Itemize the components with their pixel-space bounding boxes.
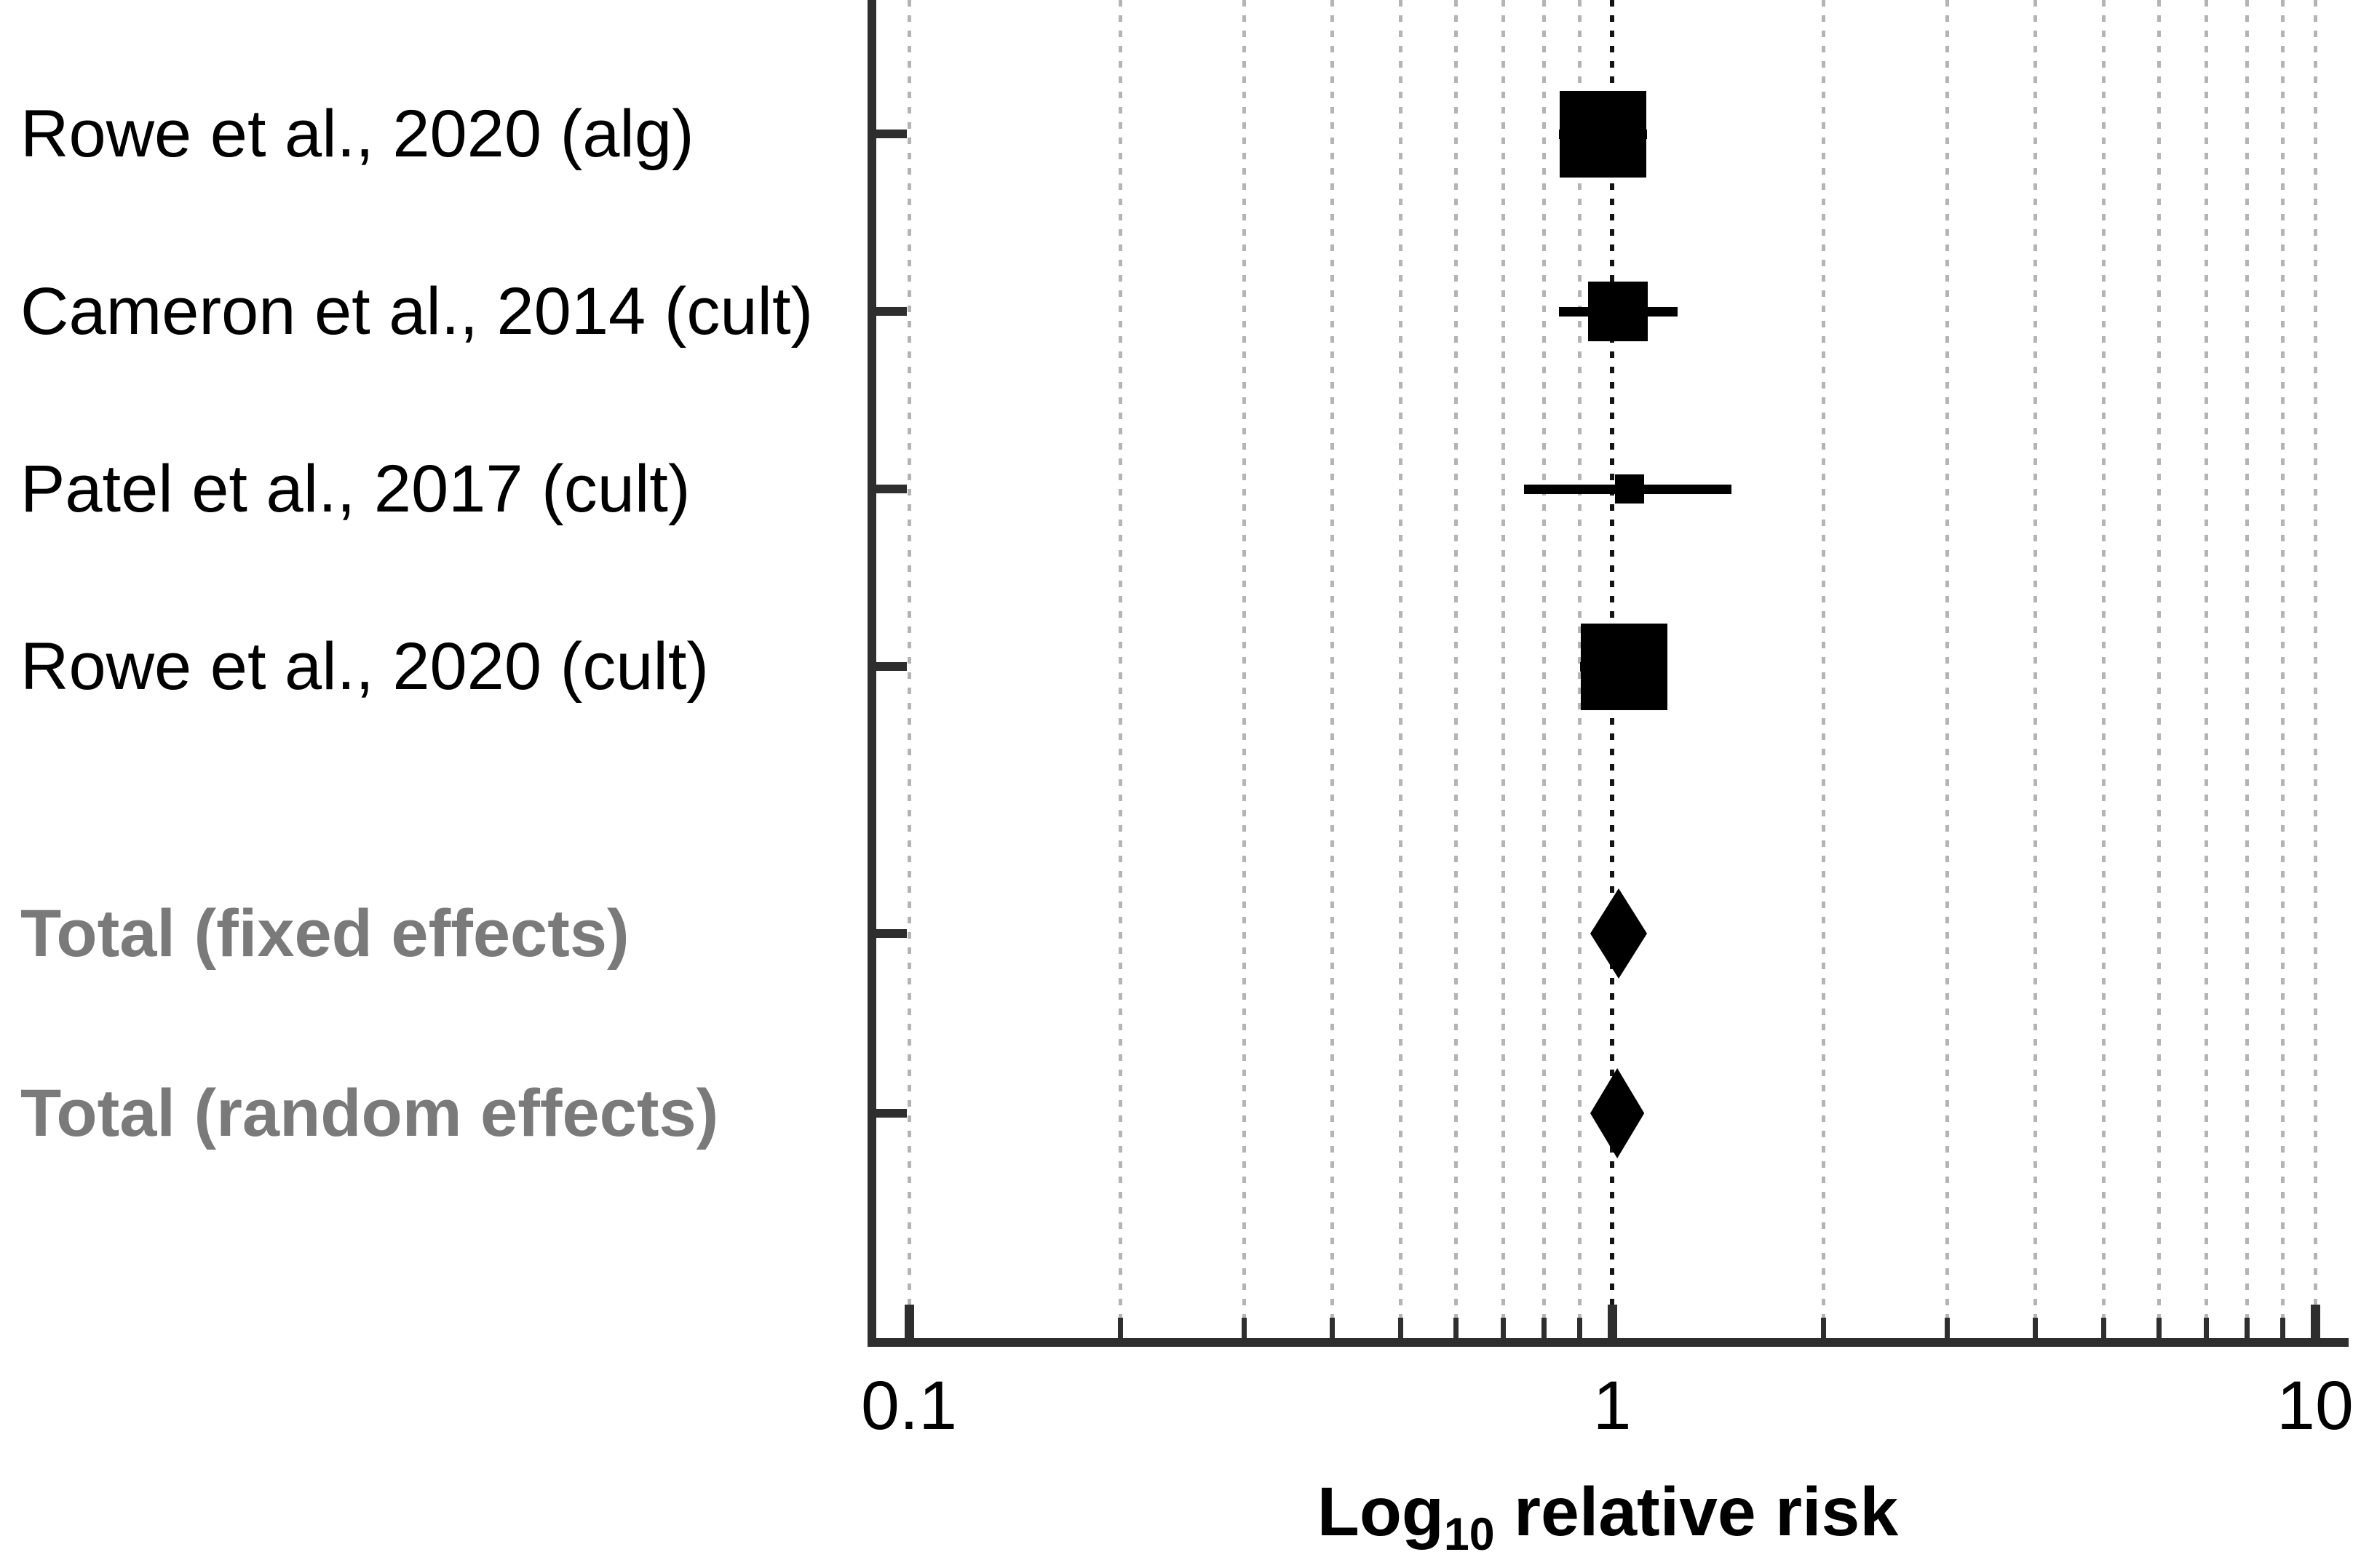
x-minor-tick — [1821, 1318, 1827, 1338]
gridline — [1501, 0, 1505, 1338]
x-minor-tick — [1242, 1318, 1247, 1338]
x-minor-tick — [2100, 1318, 2106, 1338]
x-minor-tick — [1500, 1318, 1506, 1338]
x-tick-label: 1 — [1592, 1367, 1632, 1444]
gridline — [2313, 0, 2317, 1338]
y-row-tick — [876, 307, 907, 316]
x-minor-tick — [2244, 1318, 2250, 1338]
study-label: Patel et al., 2017 (cult) — [20, 452, 691, 526]
total-diamond-shape — [1590, 1068, 1644, 1158]
x-minor-tick — [1118, 1318, 1124, 1338]
x-major-tick — [904, 1305, 914, 1338]
gridline — [2245, 0, 2249, 1338]
y-row-tick — [876, 1109, 907, 1118]
x-axis-title: Log10 relative risk — [1317, 1473, 1899, 1557]
total-label: Total (random effects) — [20, 1076, 719, 1150]
total-diamond-shape — [1590, 888, 1647, 979]
gridline — [2101, 0, 2106, 1338]
x-minor-tick — [2203, 1318, 2209, 1338]
x-axis-title-subscript: 10 — [1443, 1509, 1495, 1560]
x-minor-tick — [1453, 1318, 1459, 1338]
total-diamond — [1590, 1068, 1644, 1158]
x-minor-tick — [1945, 1318, 1951, 1338]
total-label: Total (fixed effects) — [20, 896, 630, 971]
gridline — [1822, 0, 1826, 1338]
gridline — [907, 0, 911, 1338]
effect-square — [1580, 623, 1667, 710]
gridline — [2033, 0, 2038, 1338]
study-label: Cameron et al., 2014 (cult) — [20, 274, 814, 349]
x-minor-tick — [2033, 1318, 2039, 1338]
x-tick-label: 10 — [2277, 1367, 2354, 1444]
study-label: Rowe et al., 2020 (cult) — [20, 629, 710, 704]
effect-square — [1615, 474, 1645, 504]
x-minor-tick — [1577, 1318, 1583, 1338]
gridline — [1119, 0, 1123, 1338]
gridline — [1242, 0, 1247, 1338]
total-diamond — [1590, 888, 1647, 979]
x-axis-title-prefix: Log — [1317, 1473, 1444, 1551]
y-row-tick — [876, 485, 907, 493]
x-tick-label: 0.1 — [860, 1367, 958, 1444]
x-axis-line — [868, 1338, 2349, 1347]
gridline — [1454, 0, 1459, 1338]
y-row-tick — [876, 130, 907, 138]
y-row-tick — [876, 662, 907, 671]
gridline — [1945, 0, 1950, 1338]
y-axis-line — [868, 0, 876, 1347]
gridline — [2281, 0, 2285, 1338]
x-minor-tick — [1330, 1318, 1336, 1338]
effect-square — [1559, 90, 1646, 178]
gridline — [1541, 0, 1546, 1338]
study-label: Rowe et al., 2020 (alg) — [20, 97, 694, 171]
effect-square — [1588, 282, 1648, 341]
x-minor-tick — [1541, 1318, 1547, 1338]
x-axis-title-suffix: relative risk — [1494, 1473, 1899, 1551]
gridline — [1330, 0, 1335, 1338]
x-minor-tick — [2156, 1318, 2162, 1338]
gridline — [2157, 0, 2162, 1338]
gridline — [2204, 0, 2208, 1338]
x-major-tick — [1607, 1305, 1617, 1338]
gridline — [1398, 0, 1402, 1338]
x-minor-tick — [2280, 1318, 2286, 1338]
y-row-tick — [876, 929, 907, 938]
x-minor-tick — [1397, 1318, 1403, 1338]
x-major-tick — [2310, 1305, 2320, 1338]
